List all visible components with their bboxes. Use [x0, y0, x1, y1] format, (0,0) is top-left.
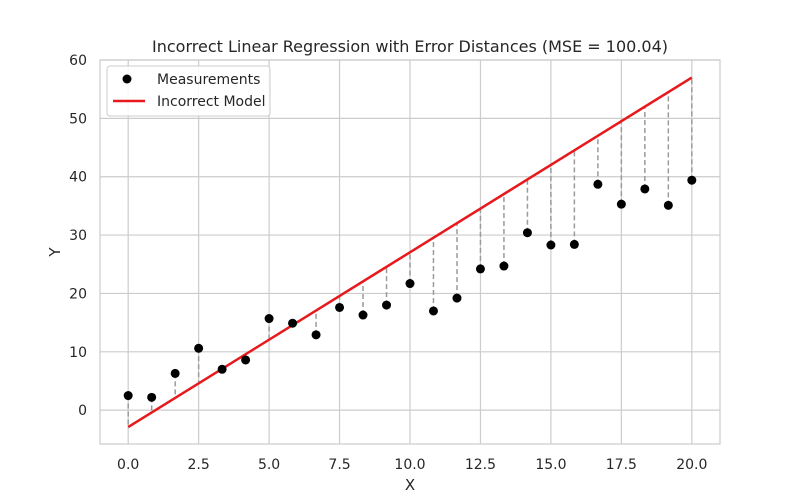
y-tick-label: 10 — [69, 345, 87, 361]
data-point — [428, 306, 438, 316]
y-tick-label: 30 — [69, 228, 87, 244]
data-point — [358, 310, 368, 320]
x-tick-label: 0.0 — [117, 457, 139, 473]
y-axis-label: Y — [46, 247, 64, 258]
data-point — [452, 293, 462, 303]
x-axis-label: X — [405, 476, 415, 494]
data-point — [241, 355, 251, 365]
legend-marker-measurements — [122, 74, 132, 84]
x-tick-label: 10.0 — [394, 457, 425, 473]
data-point — [640, 184, 650, 194]
y-tick-labels: 0 10 20 30 40 50 60 — [69, 53, 87, 419]
data-point — [288, 318, 298, 328]
y-tick-label: 0 — [78, 403, 87, 419]
x-tick-label: 17.5 — [606, 457, 637, 473]
data-point — [217, 364, 227, 374]
data-point — [499, 261, 509, 271]
chart-title: Incorrect Linear Regression with Error D… — [152, 37, 668, 56]
x-tick-labels: 0.0 2.5 5.0 7.5 10.0 12.5 15.0 17.5 20.0 — [117, 457, 707, 473]
x-tick-label: 7.5 — [328, 457, 350, 473]
y-tick-label: 60 — [69, 53, 87, 69]
legend-label-measurements: Measurements — [157, 72, 260, 88]
x-tick-label: 5.0 — [258, 457, 280, 473]
data-point — [663, 200, 673, 210]
x-tick-label: 15.0 — [535, 457, 566, 473]
legend: Measurements Incorrect Model — [106, 65, 271, 117]
legend-label-incorrect-model: Incorrect Model — [157, 94, 266, 110]
y-tick-label: 20 — [69, 286, 87, 302]
data-point — [616, 199, 626, 209]
data-point — [123, 391, 133, 401]
data-point — [194, 343, 204, 353]
data-point — [382, 300, 392, 310]
x-tick-label: 12.5 — [465, 457, 496, 473]
data-point — [170, 368, 180, 378]
error-lines — [127, 77, 693, 428]
data-point — [147, 392, 157, 402]
data-point — [311, 330, 321, 340]
y-tick-label: 40 — [69, 170, 87, 186]
data-point — [405, 279, 415, 289]
data-point — [475, 264, 485, 274]
data-point — [569, 239, 579, 249]
legend-box — [106, 65, 271, 117]
data-point — [335, 302, 345, 312]
data-points — [123, 175, 697, 402]
data-point — [593, 179, 603, 189]
data-point — [264, 314, 274, 324]
x-tick-label: 2.5 — [188, 457, 210, 473]
x-tick-label: 20.0 — [676, 457, 707, 473]
data-point — [687, 175, 697, 185]
plot-frame — [99, 59, 721, 445]
data-point — [546, 240, 556, 250]
y-tick-label: 50 — [69, 111, 87, 127]
data-point — [522, 228, 532, 238]
